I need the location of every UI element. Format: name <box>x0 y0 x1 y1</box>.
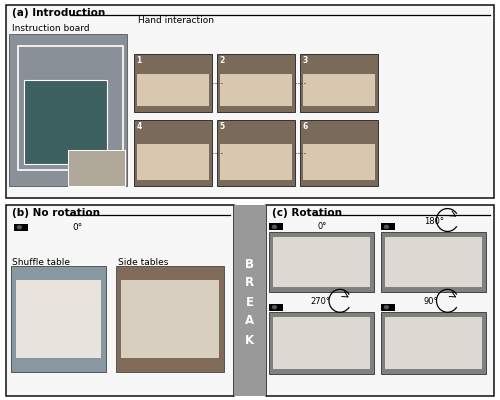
Bar <box>134 54 212 112</box>
Text: (c) Rotation: (c) Rotation <box>272 208 342 218</box>
Bar <box>14 224 28 230</box>
Text: Side tables: Side tables <box>118 258 168 267</box>
Bar <box>11 266 106 372</box>
Text: 4: 4 <box>136 122 142 130</box>
Bar <box>269 304 283 310</box>
FancyBboxPatch shape <box>278 224 282 226</box>
Text: 1: 1 <box>136 56 142 65</box>
Circle shape <box>384 305 389 309</box>
Bar <box>302 74 375 106</box>
FancyBboxPatch shape <box>390 224 394 226</box>
Bar <box>220 144 292 180</box>
Text: 0°: 0° <box>318 222 327 231</box>
Bar <box>68 150 125 186</box>
Text: Hand interaction: Hand interaction <box>138 16 214 25</box>
FancyBboxPatch shape <box>24 224 28 227</box>
Text: 6: 6 <box>302 122 308 130</box>
Text: 90°: 90° <box>424 298 438 306</box>
Text: Shuffle table: Shuffle table <box>12 258 70 267</box>
FancyBboxPatch shape <box>390 304 394 307</box>
Text: 2: 2 <box>220 56 225 65</box>
Bar <box>24 80 106 164</box>
Bar <box>18 46 123 170</box>
Bar <box>273 317 370 369</box>
Bar <box>302 144 375 180</box>
Bar <box>385 317 482 369</box>
Circle shape <box>384 225 389 229</box>
Bar <box>381 312 486 374</box>
Bar <box>220 74 292 106</box>
Bar <box>6 5 494 198</box>
Bar <box>269 312 374 374</box>
Bar <box>9 34 127 186</box>
Bar <box>121 280 218 358</box>
Bar <box>300 54 378 112</box>
Bar <box>385 237 482 287</box>
FancyBboxPatch shape <box>278 304 282 307</box>
Bar <box>300 120 378 186</box>
Bar <box>116 266 224 372</box>
Text: 3: 3 <box>302 56 308 65</box>
Bar <box>136 74 209 106</box>
Bar <box>136 144 209 180</box>
Bar <box>266 205 494 396</box>
Bar <box>269 224 283 230</box>
Text: (a) Introduction: (a) Introduction <box>12 8 105 18</box>
Text: B
R
E
A
K: B R E A K <box>245 258 254 346</box>
Bar <box>217 120 294 186</box>
Bar <box>273 237 370 287</box>
Bar <box>381 224 396 230</box>
Text: 180°: 180° <box>424 218 444 226</box>
Bar <box>234 205 266 396</box>
Bar <box>381 232 486 292</box>
Text: 0°: 0° <box>72 223 83 232</box>
Bar <box>269 232 374 292</box>
Circle shape <box>272 305 277 309</box>
Text: Instruction board: Instruction board <box>12 24 90 33</box>
Bar <box>134 120 212 186</box>
Circle shape <box>16 225 22 229</box>
Bar <box>16 280 101 358</box>
Bar <box>6 205 234 396</box>
Text: (b) No rotation: (b) No rotation <box>12 208 100 218</box>
Bar <box>217 54 294 112</box>
Bar <box>381 304 396 310</box>
Text: 5: 5 <box>220 122 224 130</box>
Text: 270°: 270° <box>310 298 330 306</box>
Circle shape <box>272 225 277 229</box>
